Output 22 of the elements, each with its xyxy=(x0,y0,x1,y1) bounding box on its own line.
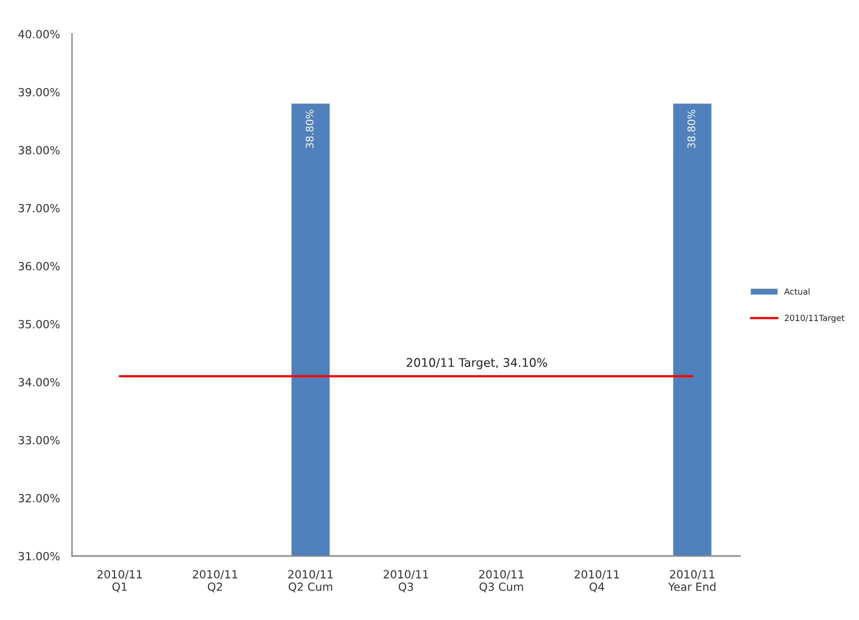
x-tick-label: 2010/11 Q2 xyxy=(192,570,238,592)
y-tick-label: 31.00% xyxy=(18,552,60,560)
y-tick-label: 32.00% xyxy=(18,494,60,502)
y-tick-label: 36.00% xyxy=(18,262,60,270)
x-tick-label: 2010/11 Q2 Cum xyxy=(288,570,333,592)
x-tick-label: 2010/11 Q4 xyxy=(574,570,619,592)
x-tick-label: 2010/11 Q3 xyxy=(384,570,428,592)
y-tick-label: 38.00% xyxy=(18,146,60,154)
x-tick-label: 2010/11 Q1 xyxy=(97,570,142,592)
legend-label: Actual xyxy=(784,288,810,295)
y-tick-label: 39.00% xyxy=(18,88,60,96)
y-tick-label: 37.00% xyxy=(18,204,60,212)
y-tick-label: 40.00% xyxy=(18,30,60,38)
y-tick-label: 33.00% xyxy=(18,436,60,444)
x-tick-label: 2010/11 Q3 Cum xyxy=(479,570,524,592)
y-tick-label: 34.00% xyxy=(18,378,60,386)
data-label: 38.80% xyxy=(687,110,696,148)
legend-label: 2010/11Target xyxy=(784,314,844,323)
x-tick-label: 2010/11 Year End xyxy=(668,570,716,591)
annotation: 2010/11 Target, 34.10% xyxy=(406,358,548,370)
data-label: 38.80% xyxy=(306,110,314,148)
y-tick-label: 35.00% xyxy=(18,320,60,328)
